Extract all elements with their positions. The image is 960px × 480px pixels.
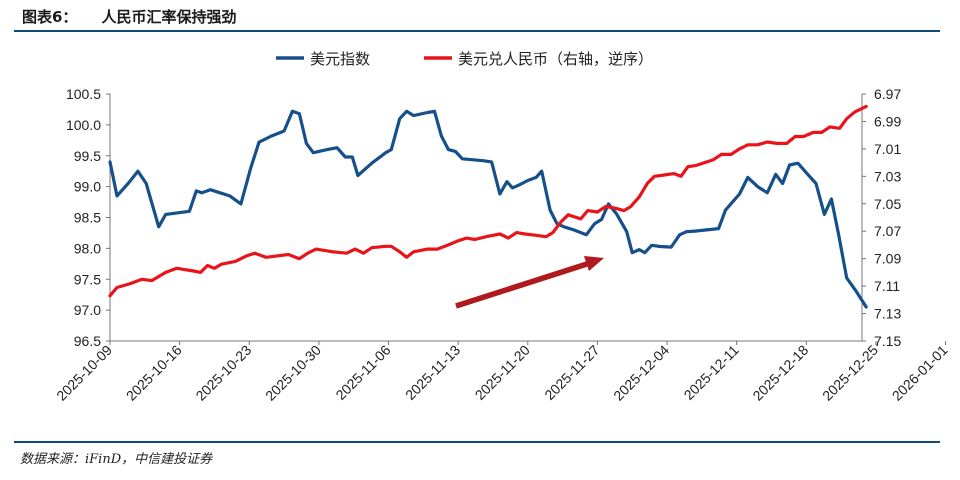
right-tick-label: 7.13 — [874, 306, 901, 322]
right-tick-label: 7.03 — [874, 168, 901, 184]
trend-arrow-shaft — [455, 260, 591, 309]
source-note: 数据来源：iFinD，中信建投证券 — [20, 452, 213, 467]
right-tick-label: 7.01 — [874, 141, 901, 157]
right-tick-label: 7.15 — [874, 333, 901, 349]
left-tick-label: 98.0 — [74, 240, 101, 256]
right-tick-label: 7.11 — [874, 278, 900, 294]
usd-index-line — [108, 109, 868, 309]
left-tick-label: 100.0 — [66, 117, 101, 133]
usdcny-line — [108, 104, 868, 298]
x-tick-label: 2025-12-04 — [610, 342, 672, 404]
x-tick-label: 2025-11-13 — [402, 342, 463, 403]
right-tick-label: 6.99 — [874, 113, 901, 129]
legend-usdcny-label: 美元兑人民币（右轴，逆序） — [458, 50, 653, 68]
x-tick-label: 2025-12-25 — [819, 342, 881, 404]
top-rule — [14, 30, 940, 32]
x-tick-label: 2025-11-27 — [541, 342, 602, 403]
x-tick-label: 2025-10-09 — [53, 342, 115, 404]
figure-number: 图表6： — [22, 8, 78, 26]
bottom-rule — [14, 441, 940, 443]
x-tick-label: 2025-12-11 — [681, 342, 742, 403]
left-tick-label: 100.5 — [66, 86, 101, 102]
x-tick-label: 2025-11-20 — [472, 342, 533, 403]
left-tick-label: 98.5 — [74, 210, 101, 226]
x-tick-label: 2025-10-16 — [123, 342, 185, 404]
right-tick-label: 7.05 — [874, 196, 901, 212]
legend-usd-index-label: 美元指数 — [310, 50, 370, 68]
x-tick-label: 2025-12-18 — [749, 342, 811, 404]
left-tick-label: 96.5 — [74, 333, 101, 349]
left-tick-label: 97.5 — [74, 271, 101, 287]
left-tick-label: 99.5 — [74, 148, 101, 164]
x-tick-label: 2026-01-01 — [889, 342, 951, 404]
left-tick-label: 99.0 — [74, 179, 101, 195]
x-tick-label: 2025-10-23 — [192, 342, 254, 404]
right-tick-label: 6.97 — [874, 86, 901, 102]
figure-title: 人民币汇率保持强劲 — [101, 8, 237, 26]
x-tick-label: 2025-10-30 — [262, 342, 324, 404]
left-tick-label: 97.0 — [74, 302, 101, 318]
x-tick-label: 2025-11-06 — [332, 342, 393, 403]
chart-title: 图表6： 人民币汇率保持强劲 — [22, 6, 236, 27]
right-tick-label: 7.07 — [874, 223, 901, 239]
right-tick-label: 7.09 — [874, 251, 901, 267]
trend-arrow-head — [584, 256, 604, 271]
